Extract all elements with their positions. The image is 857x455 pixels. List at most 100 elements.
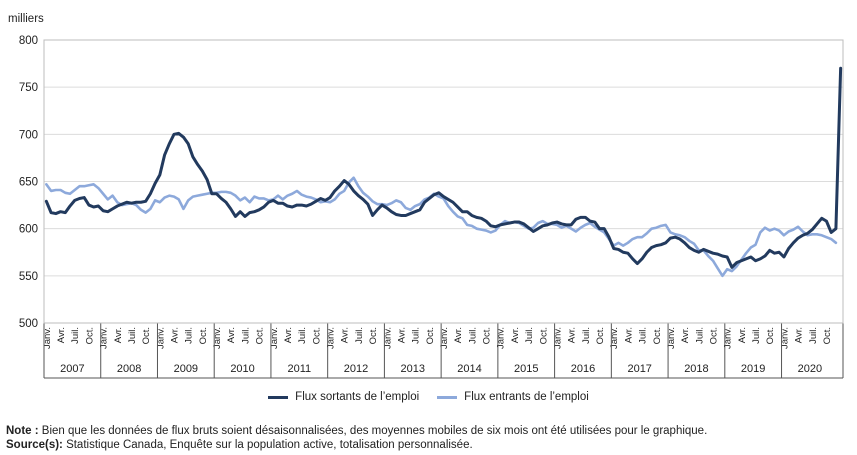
y-tick-label: 750	[19, 82, 38, 94]
x-tick-label: Oct.	[708, 327, 719, 344]
legend-item-outflows: Flux sortants de l’emploi	[268, 388, 419, 406]
x-tick-label: Avr.	[510, 327, 521, 343]
x-tick-label: Janv.	[723, 327, 734, 349]
x-tick-label: Juil.	[184, 327, 195, 344]
x-tick-label: Janv.	[42, 327, 53, 349]
x-tick-label: Janv.	[326, 327, 337, 349]
year-label: 2013	[401, 363, 425, 375]
x-tick-label: Oct.	[255, 327, 266, 344]
chart-notes: Note : Bien que les données de flux brut…	[6, 424, 854, 452]
y-tick-label: 600	[19, 224, 38, 236]
note-label: Note :	[6, 425, 39, 437]
x-tick-label: Oct.	[538, 327, 549, 344]
legend-swatch-inflows	[437, 395, 458, 399]
x-tick-label: Juil.	[467, 327, 478, 344]
x-tick-label: Janv.	[666, 327, 677, 349]
x-tick-label: Janv.	[779, 327, 790, 349]
x-tick-label: Oct.	[84, 327, 95, 344]
x-tick-label: Oct.	[482, 327, 493, 344]
y-tick-label: 650	[19, 177, 38, 189]
note-line: Note : Bien que les données de flux brut…	[6, 424, 854, 438]
y-unit-label: milliers	[8, 13, 44, 25]
x-tick-label: Oct.	[765, 327, 776, 344]
year-label: 2008	[117, 363, 141, 375]
x-tick-label: Avr.	[340, 327, 351, 343]
legend: Flux sortants de l’emploi Flux entrants …	[0, 388, 857, 406]
x-tick-label: Avr.	[567, 327, 578, 343]
plot-frame	[43, 39, 844, 324]
year-label: 2019	[741, 363, 765, 375]
x-tick-label: Oct.	[425, 327, 436, 344]
x-tick-label: Juil.	[751, 327, 762, 344]
y-axis-ticks: 500 550 600 650 700 750 800	[19, 35, 38, 330]
series-lines	[44, 66, 843, 278]
x-tick-label: Juil.	[638, 327, 649, 344]
legend-swatch-outflows	[268, 395, 289, 399]
x-tick-label: Juil.	[127, 327, 138, 344]
x-tick-label: Juil.	[411, 327, 422, 344]
x-tick-label: Avr.	[170, 327, 181, 343]
legend-label-inflows: Flux entrants de l’emploi	[464, 391, 589, 403]
y-tick-label: 800	[19, 35, 38, 47]
year-label: 2018	[684, 363, 708, 375]
x-tick-label: Janv.	[99, 327, 110, 349]
source-text: Statistique Canada, Enquête sur la popul…	[62, 439, 473, 451]
legend-item-inflows: Flux entrants de l’emploi	[437, 388, 589, 406]
x-tick-label: Avr.	[737, 327, 748, 343]
year-label: 2016	[571, 363, 595, 375]
y-tick-label: 550	[19, 271, 38, 283]
x-tick-label: Avr.	[226, 327, 237, 343]
year-label: 2007	[60, 363, 84, 375]
x-tick-label: Janv.	[382, 327, 393, 349]
x-tick-label: Oct.	[822, 327, 833, 344]
note-text: Bien que les données de flux bruts soien…	[38, 425, 708, 437]
x-tick-label: Janv.	[496, 327, 507, 349]
year-label: 2017	[627, 363, 651, 375]
x-tick-label: Oct.	[141, 327, 152, 344]
grid-lines	[44, 39, 843, 324]
x-tick-label: Avr.	[453, 327, 464, 343]
x-tick-label: Juil.	[808, 327, 819, 344]
x-tick-label: Juil.	[354, 327, 365, 344]
x-tick-label: Janv.	[439, 327, 450, 349]
x-tick-label: Juil.	[240, 327, 251, 344]
y-tick-label: 700	[19, 129, 38, 141]
x-tick-label: Avr.	[794, 327, 805, 343]
x-tick-label: Juil.	[694, 327, 705, 344]
x-tick-label: Avr.	[283, 327, 294, 343]
x-tick-label: Oct.	[368, 327, 379, 344]
y-tick-label: 500	[19, 318, 38, 330]
x-tick-label: Janv.	[552, 327, 563, 349]
source-line: Source(s): Statistique Canada, Enquête s…	[6, 438, 854, 452]
year-label: 2014	[457, 363, 481, 375]
x-tick-label: Juil.	[581, 327, 592, 344]
series-line-outflows	[44, 66, 843, 269]
x-tick-label: Juil.	[297, 327, 308, 344]
x-tick-label: Oct.	[595, 327, 606, 344]
x-tick-label: Janv.	[212, 327, 223, 349]
year-label: 2009	[174, 363, 198, 375]
x-tick-label: Avr.	[113, 327, 124, 343]
x-tick-label: Juil.	[70, 327, 81, 344]
x-tick-label: Janv.	[269, 327, 280, 349]
year-label: 2011	[287, 363, 311, 375]
source-label: Source(s):	[6, 439, 63, 451]
x-tick-label: Avr.	[56, 327, 67, 343]
year-label: 2015	[514, 363, 538, 375]
x-tick-label: Janv.	[609, 327, 620, 349]
series-line-inflows	[45, 176, 838, 278]
x-tick-label: Janv.	[155, 327, 166, 349]
x-tick-label: Juil.	[524, 327, 535, 344]
year-label: 2010	[230, 363, 254, 375]
year-label: 2020	[798, 363, 822, 375]
legend-label-outflows: Flux sortants de l’emploi	[295, 391, 420, 403]
x-tick-label: Oct.	[652, 327, 663, 344]
year-label: 2012	[344, 363, 368, 375]
x-tick-label: Avr.	[623, 327, 634, 343]
x-tick-label: Avr.	[680, 327, 691, 343]
x-tick-label: Oct.	[311, 327, 322, 344]
x-tick-label: Avr.	[396, 327, 407, 343]
x-tick-label: Oct.	[198, 327, 209, 344]
